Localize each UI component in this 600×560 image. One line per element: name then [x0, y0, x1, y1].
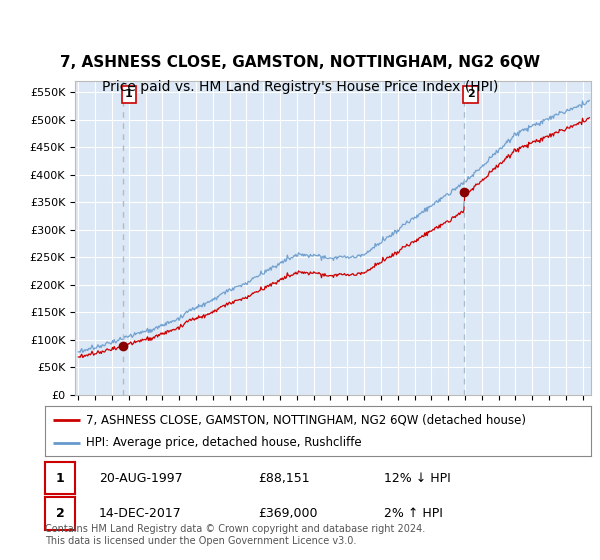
Text: 1: 1 — [125, 90, 133, 100]
Text: Price paid vs. HM Land Registry's House Price Index (HPI): Price paid vs. HM Land Registry's House … — [102, 80, 498, 94]
Text: 12% ↓ HPI: 12% ↓ HPI — [384, 472, 451, 485]
Text: Contains HM Land Registry data © Crown copyright and database right 2024.
This d: Contains HM Land Registry data © Crown c… — [45, 524, 425, 546]
Text: £369,000: £369,000 — [258, 507, 317, 520]
Text: 2: 2 — [467, 90, 475, 100]
Text: 1: 1 — [56, 472, 64, 485]
Text: 20-AUG-1997: 20-AUG-1997 — [99, 472, 182, 485]
Text: 7, ASHNESS CLOSE, GAMSTON, NOTTINGHAM, NG2 6QW (detached house): 7, ASHNESS CLOSE, GAMSTON, NOTTINGHAM, N… — [86, 414, 526, 427]
Text: 2% ↑ HPI: 2% ↑ HPI — [384, 507, 443, 520]
Text: 2: 2 — [56, 507, 64, 520]
Text: £88,151: £88,151 — [258, 472, 310, 485]
Text: HPI: Average price, detached house, Rushcliffe: HPI: Average price, detached house, Rush… — [86, 436, 362, 449]
Text: 14-DEC-2017: 14-DEC-2017 — [99, 507, 182, 520]
Text: 7, ASHNESS CLOSE, GAMSTON, NOTTINGHAM, NG2 6QW: 7, ASHNESS CLOSE, GAMSTON, NOTTINGHAM, N… — [60, 55, 540, 70]
